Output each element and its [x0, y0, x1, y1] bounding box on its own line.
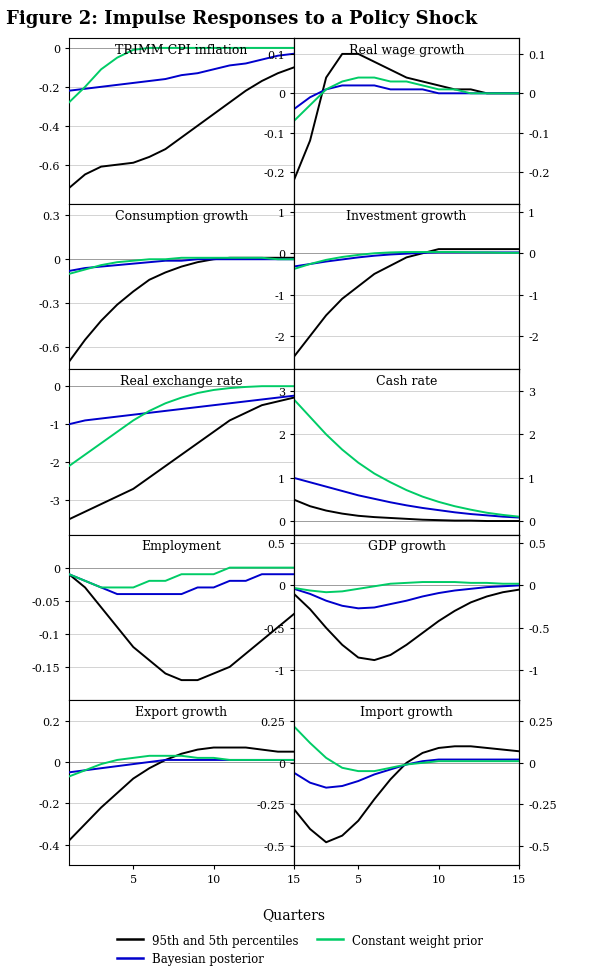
- Text: Figure 2: Impulse Responses to a Policy Shock: Figure 2: Impulse Responses to a Policy …: [6, 10, 477, 27]
- Text: Real exchange rate: Real exchange rate: [120, 375, 243, 387]
- Text: Investment growth: Investment growth: [346, 209, 467, 222]
- Text: Real wage growth: Real wage growth: [349, 44, 464, 57]
- Text: Consumption growth: Consumption growth: [115, 209, 248, 222]
- Text: TRIMM CPI inflation: TRIMM CPI inflation: [115, 44, 248, 57]
- Text: GDP growth: GDP growth: [367, 540, 445, 553]
- Legend: 95th and 5th percentiles, Bayesian posterior, Constant weight prior: 95th and 5th percentiles, Bayesian poste…: [112, 929, 488, 970]
- Text: Import growth: Import growth: [360, 705, 453, 718]
- Text: Cash rate: Cash rate: [376, 375, 437, 387]
- Text: Employment: Employment: [142, 540, 221, 553]
- Text: Export growth: Export growth: [136, 705, 227, 718]
- Text: Quarters: Quarters: [263, 908, 325, 921]
